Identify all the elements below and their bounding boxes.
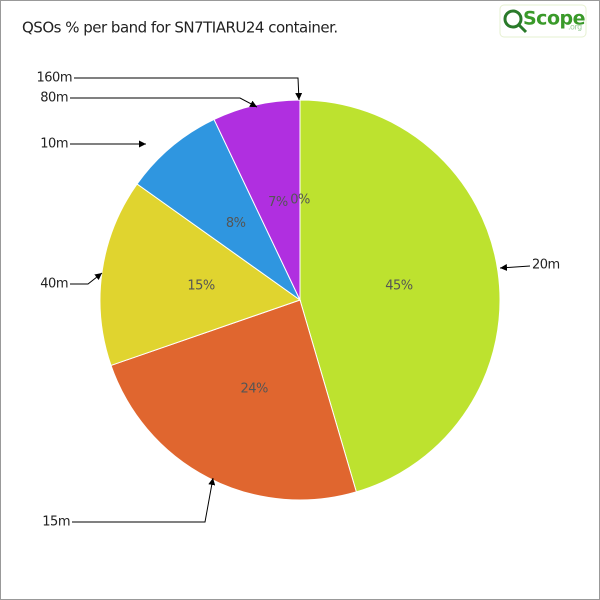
leader-line <box>499 264 531 272</box>
data-label: 24% <box>240 381 268 396</box>
logo: Scope .org <box>499 4 587 38</box>
data-label: 7% <box>268 195 288 210</box>
logo-suffix: .org <box>568 23 582 32</box>
category-label: 10m <box>40 137 68 152</box>
category-label: 15m <box>42 515 70 530</box>
leader-line <box>70 97 258 108</box>
category-label: 160m <box>37 71 72 86</box>
data-label: 45% <box>385 278 413 293</box>
leader-line <box>72 477 216 523</box>
logo-name: Scope <box>523 8 585 30</box>
leader-line <box>74 77 303 101</box>
chart-title: QSOs % per band for SN7TIARU24 container… <box>22 19 338 37</box>
data-label: 8% <box>226 216 246 231</box>
category-label: 40m <box>40 277 68 292</box>
leader-line <box>70 272 103 285</box>
category-label: 20m <box>532 258 560 273</box>
data-label: 0% <box>290 193 310 208</box>
pie-slice <box>110 299 357 501</box>
pie-slice <box>99 183 302 367</box>
data-label: 15% <box>187 278 215 293</box>
pie-slice <box>136 118 302 302</box>
pie-slice <box>299 99 501 493</box>
category-label: 80m <box>40 91 68 106</box>
